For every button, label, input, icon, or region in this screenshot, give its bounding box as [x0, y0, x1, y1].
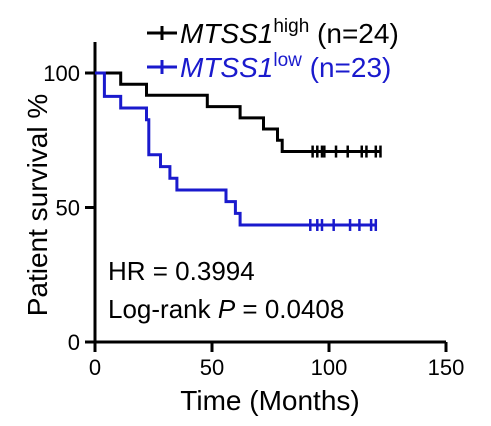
x-tick-label-0: 0	[89, 355, 101, 380]
legend-label-high: MTSS1high (n=24)	[180, 16, 399, 49]
survival-curve-low	[95, 71, 376, 227]
legend-label-low: MTSS1low (n=23)	[180, 50, 391, 83]
logrank-p-symbol: P	[218, 294, 236, 324]
legend-entry-high: MTSS1high (n=24)	[147, 16, 399, 49]
legend-sup-low: low	[273, 50, 302, 71]
x-axis-title: Time (Months)	[180, 385, 359, 416]
y-tick-label-0: 0	[68, 330, 80, 355]
legend-name-high: MTSS1	[180, 18, 273, 49]
legend-n-high: (n=24)	[309, 18, 399, 49]
y-tick-label-2: 100	[43, 61, 80, 86]
legend-entry-low: MTSS1low (n=23)	[147, 50, 391, 83]
y-axis-title: Patient survival %	[22, 94, 53, 317]
x-tick-label-2: 100	[311, 355, 348, 380]
legend-n-low: (n=23)	[302, 52, 392, 83]
survival-curve-high	[95, 71, 381, 153]
series-layer	[95, 71, 382, 231]
logrank-value: = 0.0408	[235, 294, 344, 324]
legend-name-low: MTSS1	[180, 52, 273, 83]
logrank-prefix: Log-rank	[108, 294, 218, 324]
series-low	[95, 71, 378, 231]
x-tick-label-3: 150	[428, 355, 465, 380]
logrank-text: Log-rank P = 0.0408	[108, 294, 344, 324]
legend-sup-high: high	[273, 16, 309, 37]
axis-ticks: 0 50 100 150 0 50 100	[43, 61, 464, 380]
hazard-ratio-text: HR = 0.3994	[108, 256, 255, 286]
x-tick-label-1: 50	[200, 355, 224, 380]
legend: MTSS1high (n=24) MTSS1low (n=23)	[147, 16, 399, 83]
y-tick-label-1: 50	[56, 196, 80, 221]
series-high	[95, 71, 382, 158]
